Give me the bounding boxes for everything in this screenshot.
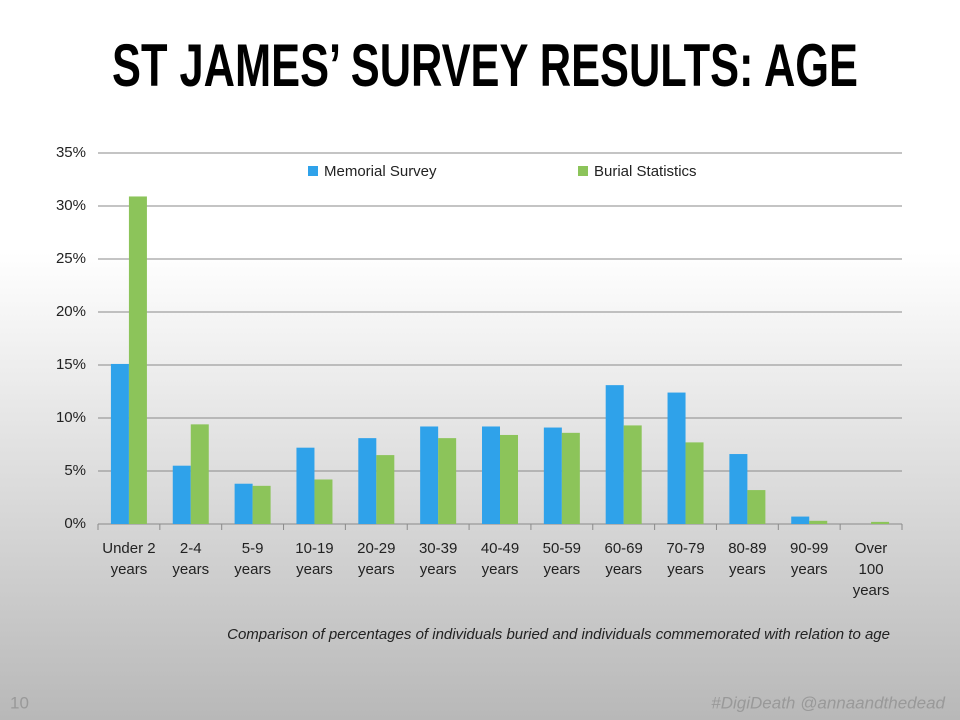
legend-label: Burial Statistics — [594, 163, 697, 180]
legend-label: Memorial Survey — [324, 163, 437, 180]
bar — [252, 485, 271, 524]
bar — [314, 479, 333, 524]
bar — [623, 425, 642, 524]
x-tick-label: 2-4 years — [172, 540, 210, 578]
slide-number: 10 — [10, 693, 29, 712]
legend-marker — [578, 166, 588, 176]
bar — [438, 438, 457, 524]
y-tick-label: 25% — [56, 250, 86, 267]
bar — [791, 516, 810, 524]
caption: Comparison of percentages of individuals… — [227, 626, 890, 643]
x-tick-label: 40-49 years — [480, 540, 520, 578]
y-tick-label: 5% — [64, 462, 86, 479]
y-tick-label: 30% — [56, 197, 86, 214]
bar — [605, 385, 624, 524]
x-tick-label: 50-59 years — [542, 540, 582, 578]
x-tick-label: 30-39 years — [418, 540, 458, 578]
x-tick-label: Under 2 years — [102, 540, 156, 578]
y-tick-label: 0% — [64, 515, 86, 532]
bar — [190, 424, 209, 524]
y-tick-label: 20% — [56, 303, 86, 320]
legend-marker — [308, 166, 318, 176]
bar — [729, 454, 748, 524]
y-tick-label: 35% — [56, 144, 86, 161]
x-tick-label: 60-69 years — [604, 540, 643, 578]
x-tick-label: 5-9 years — [234, 540, 271, 578]
bar — [500, 434, 518, 524]
bar — [561, 432, 580, 524]
x-tick-label: 70-79 years — [666, 540, 705, 578]
x-tick-label: 20-29 years — [357, 540, 396, 578]
bar — [420, 426, 439, 524]
bar — [685, 442, 704, 524]
bar — [809, 520, 828, 524]
bar — [667, 392, 686, 524]
y-tick-label: 10% — [56, 409, 86, 426]
bar — [543, 427, 562, 524]
bar — [376, 455, 395, 524]
x-tick-label: 10-19 years — [295, 540, 334, 578]
bar — [128, 196, 147, 524]
x-tick-label: 80-89 years — [728, 540, 767, 578]
bar — [110, 363, 129, 524]
y-tick-label: 15% — [56, 356, 86, 373]
bar — [482, 426, 500, 524]
chart-title: ST JAMES’ SURVEY RESULTS: AGE — [112, 32, 858, 99]
bar — [172, 465, 191, 524]
bar — [358, 438, 377, 524]
bar — [871, 521, 890, 524]
bar — [747, 490, 766, 524]
x-tick-label: Over 100 years — [852, 540, 890, 599]
footer-tag: #DigiDeath @annaandthedead — [711, 693, 945, 712]
x-tick-label: 90-99 years — [790, 540, 829, 578]
bar — [296, 447, 315, 524]
bar — [234, 483, 253, 524]
